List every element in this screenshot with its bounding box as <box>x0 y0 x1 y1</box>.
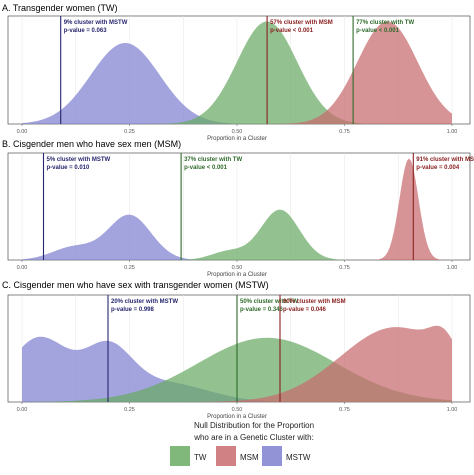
legend-key-msm <box>216 446 236 466</box>
legend-label-tw: TW <box>194 453 207 462</box>
legend-items: TW MSM MSTW <box>170 446 311 466</box>
x-tick-label: 0.25 <box>124 129 135 135</box>
observed-label: 50% cluster with TW <box>240 299 298 305</box>
density-msm <box>22 158 452 260</box>
panel-2: B. Cisgender men who have sex men (MSM) 5… <box>2 139 474 278</box>
observed-label: 91% cluster with MSM <box>416 157 474 163</box>
x-tick-label: 1.00 <box>447 265 458 271</box>
density-msm <box>22 21 452 124</box>
panel-title: A. Transgender women (TW) <box>2 3 118 13</box>
legend-label-msm: MSM <box>240 453 259 462</box>
density-mstw <box>22 214 452 260</box>
x-tick-label: 0.75 <box>339 129 350 135</box>
legend-label-mstw: MSTW <box>286 453 311 462</box>
x-tick-label: 0.25 <box>124 407 135 413</box>
observed-pvalue: p-value < 0.001 <box>270 28 314 34</box>
x-axis-label: Proportion in a Cluster <box>207 136 267 142</box>
observed-label: 60% cluster with MSM <box>283 299 346 305</box>
legend: Null Distribution for the Proportion who… <box>170 421 314 466</box>
x-tick-label: 1.00 <box>447 407 458 413</box>
observed-pvalue: p-value = 0.004 <box>416 165 460 171</box>
observed-label: 77% cluster with TW <box>356 20 414 26</box>
x-axis-label: Proportion in a Cluster <box>207 272 267 278</box>
panel-title: B. Cisgender men who have sex men (MSM) <box>2 139 181 149</box>
observed-pvalue: p-value = 0.010 <box>47 165 91 171</box>
legend-title-line2: who are in a Genetic Cluster with: <box>193 433 314 442</box>
x-tick-label: 1.00 <box>447 129 458 135</box>
panel-1: A. Transgender women (TW) 9% cluster with… <box>2 3 471 142</box>
observed-pvalue: p-value = 0.063 <box>64 28 108 34</box>
panel-3: C. Cisgender men who have sex with trans… <box>2 280 471 420</box>
x-tick-label: 0.75 <box>339 407 350 413</box>
observed-label: 20% cluster with MSTW <box>111 299 178 305</box>
density-tw <box>22 21 452 124</box>
x-tick-label: 0.50 <box>232 407 243 413</box>
panel-title: C. Cisgender men who have sex with trans… <box>2 280 269 290</box>
density-msm <box>22 325 452 402</box>
x-axis-label: Proportion in a Cluster <box>207 414 267 420</box>
observed-label: 37% cluster with TW <box>184 157 242 163</box>
legend-title-line1: Null Distribution for the Proportion <box>194 421 314 430</box>
x-tick-label: 0.00 <box>17 129 28 135</box>
observed-pvalue: p-value = 0.998 <box>111 307 155 313</box>
x-tick-label: 0.00 <box>17 265 28 271</box>
density-mstw <box>22 43 452 124</box>
chart-panels: A. Transgender women (TW) 9% cluster with… <box>2 3 474 420</box>
observed-label: 9% cluster with MSTW <box>64 20 128 26</box>
x-tick-label: 0.75 <box>339 265 350 271</box>
x-tick-label: 0.50 <box>232 129 243 135</box>
observed-pvalue: p-value < 0.001 <box>356 28 400 34</box>
observed-pvalue: p-value < 0.001 <box>184 165 228 171</box>
x-tick-label: 0.50 <box>232 265 243 271</box>
x-tick-label: 0.00 <box>17 407 28 413</box>
observed-pvalue: p-value = 0.046 <box>283 307 327 313</box>
density-tw <box>22 209 452 260</box>
observed-label: 57% cluster with MSM <box>270 20 333 26</box>
observed-pvalue: p-value = 0.346 <box>240 307 284 313</box>
density-mstw <box>22 336 452 402</box>
observed-label: 5% cluster with MSTW <box>47 157 111 163</box>
x-tick-label: 0.25 <box>124 265 135 271</box>
legend-key-tw <box>170 446 190 466</box>
legend-key-mstw <box>262 446 282 466</box>
